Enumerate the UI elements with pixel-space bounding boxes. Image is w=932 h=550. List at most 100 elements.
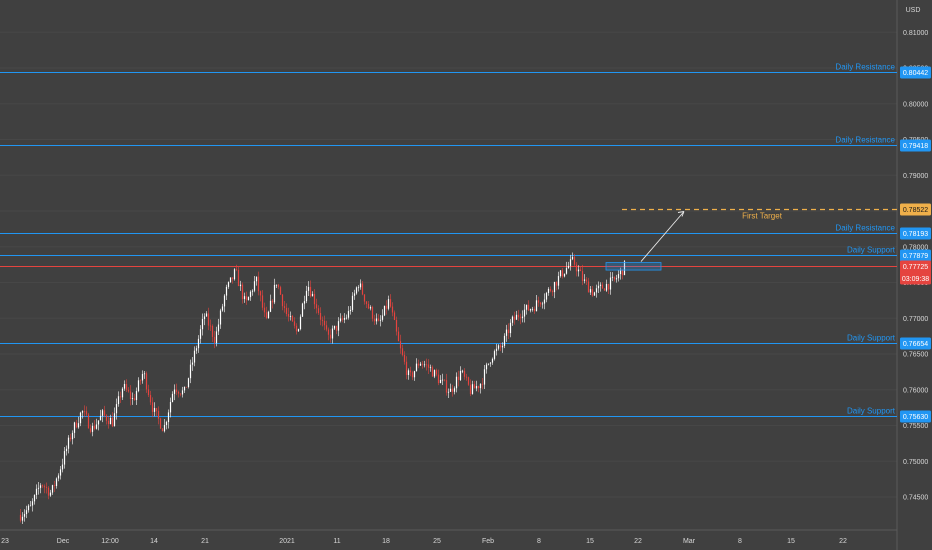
candle-body <box>289 316 292 317</box>
candle-body <box>23 514 26 517</box>
target-arrow-line[interactable] <box>640 211 685 262</box>
candle-body <box>511 316 514 323</box>
countdown-text: 03:09:38 <box>902 276 929 283</box>
candle-body <box>395 319 398 332</box>
candle-body <box>549 288 552 292</box>
candle-body <box>589 289 592 293</box>
candle-body <box>161 428 164 432</box>
x-tick-label: 22 <box>839 538 847 545</box>
y-tick-label: 0.77000 <box>903 316 928 323</box>
candle-body <box>219 310 222 325</box>
candle-body <box>315 304 318 309</box>
candle-body <box>295 325 298 332</box>
candle-body <box>377 318 380 321</box>
annotations[interactable]: First Target <box>605 208 897 271</box>
candle-body <box>319 312 322 320</box>
candle-body <box>499 345 502 348</box>
candle-body <box>535 300 538 312</box>
candle-body <box>621 269 624 276</box>
candle-body <box>415 363 418 372</box>
candle-body <box>141 373 144 381</box>
candle-body <box>381 315 384 320</box>
candle-body <box>267 311 270 319</box>
candle-body <box>105 415 108 421</box>
candle-body <box>195 348 198 351</box>
candle-body <box>193 350 196 363</box>
candle-body <box>431 367 434 377</box>
level-label: Daily Support <box>847 334 896 343</box>
candle-body <box>25 510 28 515</box>
entry-zone-box[interactable] <box>605 262 662 271</box>
candle-body <box>495 348 498 352</box>
support-resistance-levels[interactable]: Daily Resistance Daily Resistance Daily Re… <box>0 63 897 417</box>
candle-body <box>101 410 104 416</box>
candle-body <box>417 363 420 366</box>
candle-body <box>263 307 266 313</box>
candle-body <box>285 307 288 314</box>
candle-body <box>165 422 168 426</box>
candle-body <box>603 288 606 291</box>
candle-body <box>409 370 412 373</box>
candle-body <box>479 383 482 389</box>
candle-body <box>37 487 40 489</box>
candle-body <box>157 411 160 419</box>
price-axis[interactable]: 0.810000.805000.800000.795000.790000.785… <box>900 30 931 502</box>
candle-body <box>435 370 438 375</box>
candle-body <box>465 376 468 378</box>
candle-body <box>623 261 626 276</box>
candle-body <box>463 370 466 377</box>
candle-body <box>317 308 320 313</box>
candle-body <box>391 306 394 313</box>
candle-body <box>397 331 400 342</box>
candle-body <box>473 384 476 389</box>
level-price-text: 0.75630 <box>903 414 928 421</box>
candle-body <box>33 495 36 502</box>
level-price-tag <box>900 139 931 152</box>
candle-body <box>31 501 34 506</box>
candle-body <box>385 305 388 309</box>
candle-body <box>437 374 440 384</box>
candle-body <box>237 269 240 287</box>
candle-body <box>283 306 286 308</box>
candle-body <box>509 322 512 334</box>
candle-body <box>411 372 414 378</box>
target-price-tag <box>900 203 931 216</box>
candle-body <box>369 307 372 309</box>
time-axis[interactable]: 23 Dec 12:00 14 21 2021 11 18 25 Feb 8 15 22 Mar 8 15 22 <box>1 538 847 545</box>
y-tick-label: 0.75500 <box>903 423 928 430</box>
candle-body <box>207 313 210 326</box>
candle-body <box>221 306 224 311</box>
candle-body <box>581 271 584 281</box>
candle-body <box>119 396 122 398</box>
candle-body <box>427 364 430 368</box>
candle-body <box>579 269 582 272</box>
candle-body <box>265 312 268 319</box>
candle-body <box>147 389 150 396</box>
candle-body <box>129 391 132 399</box>
candle-body <box>363 294 366 302</box>
candle-body <box>349 309 352 312</box>
candle-body <box>183 386 186 391</box>
candle-body <box>525 304 528 310</box>
candle-body <box>323 320 326 326</box>
candle-body <box>561 270 564 277</box>
candle-body <box>537 300 540 303</box>
candle-body <box>153 408 156 412</box>
candle-body <box>405 361 408 376</box>
candle-body <box>567 265 570 269</box>
candle-body <box>451 388 454 392</box>
candle-body <box>347 311 350 318</box>
candle-body <box>447 391 450 393</box>
candle-body <box>79 412 82 424</box>
candle-body <box>399 341 402 349</box>
candle-body <box>471 384 474 394</box>
candle-body <box>175 389 178 392</box>
candle-body <box>155 408 158 412</box>
candle-body <box>59 469 62 476</box>
candle-body <box>201 319 204 330</box>
candle-body <box>599 284 602 286</box>
candle-body <box>297 329 300 332</box>
candle-body <box>185 386 188 388</box>
candle-body <box>255 276 258 282</box>
